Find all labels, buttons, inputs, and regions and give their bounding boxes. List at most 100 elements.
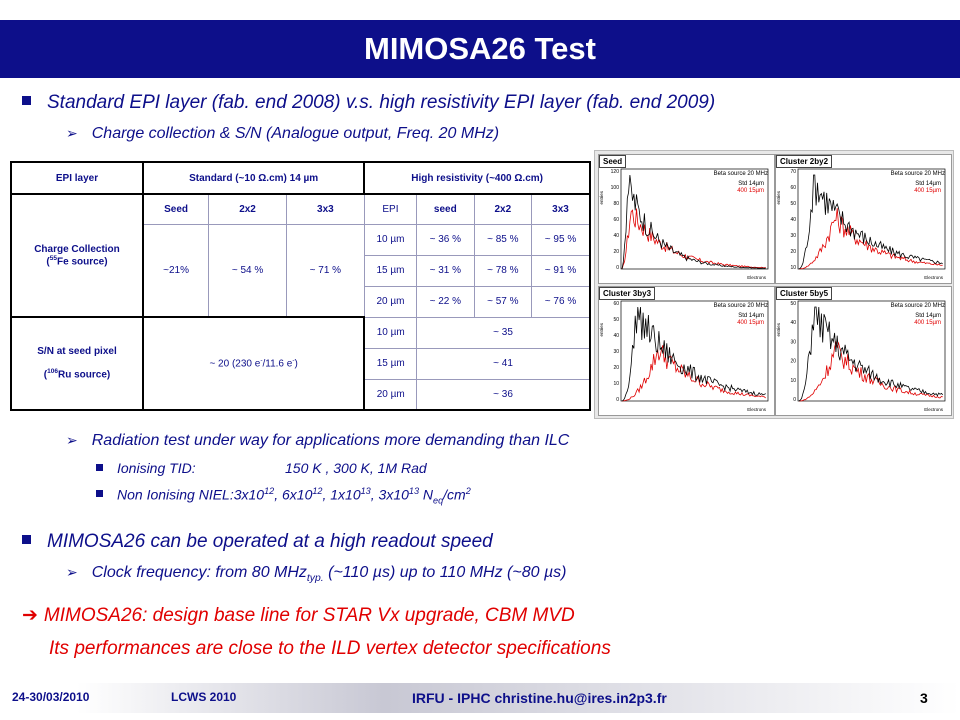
high-col-2x2: 2x2 [473,193,533,225]
niel-line: Non Ionising NIEL:3x1012, 6x1012, 1x1013… [96,486,471,505]
header-high-resistivity: High resistivity (~400 Ω.cm) [363,161,591,195]
y-tick-label: 20 [613,249,619,255]
plot-frame [620,168,769,270]
table-cell: 15 µm [363,254,418,287]
histogram-plots: 120 100 80 60 40 20 0 entries Electrons Seed Beta … [594,150,954,419]
footer-date: 24-30/03/2010 [12,690,90,704]
high-col-seed: seed [416,193,475,225]
std-val-3x3: ~ 71 % [285,223,365,318]
panel-title: Cluster 2by2 [776,155,833,168]
legend-std: Std 14µm [738,181,764,187]
epi-comparison-table: EPI layer Standard (~10 Ω.cm) 14 µm High… [10,161,591,411]
slide-title: MIMOSA26 Test [364,31,596,66]
plot-frame [620,300,769,402]
histogram-curve [621,208,766,270]
y-tick-label: 30 [790,233,796,239]
x-axis-label: Electrons [924,275,944,280]
panel-subtitle: Beta source 20 MHz [890,171,945,177]
x-axis-label: Electrons [924,407,944,412]
y-tick-label: 0 [616,265,619,271]
histogram-svg: 70 60 50 40 30 20 10 entries Electrons [776,168,946,280]
histogram-svg: 120 100 80 60 40 20 0 entries Electrons [599,168,769,280]
sn-standard-value: ~ 20 (230 e-/11.6 e-) [141,316,366,411]
legend-high: 400 15µm [914,188,941,194]
y-axis-label: entries [599,190,604,204]
footer-author: IRFU - IPHC christine.hu@ires.in2p3.fr [412,690,667,706]
panel-title: Cluster 3by3 [599,287,656,300]
table-cell: 20 µm [363,378,418,411]
y-tick-label: 50 [613,317,619,323]
arrow-bullet-icon: ➢ [66,432,78,448]
sub-bullet-charge-collection: ➢ Charge collection & S/N (Analogue outpu… [66,125,500,142]
table-cell: ~ 95 % [531,223,591,256]
table-cell: ~ 91 % [531,254,591,287]
y-tick-label: 80 [613,201,619,207]
histogram-curve [621,345,766,402]
y-tick-label: 50 [790,201,796,207]
table-cell: 10 µm [363,316,418,349]
histogram-panel: 60 50 40 30 20 10 0 entries Electrons Cluster 3by… [598,286,775,416]
high-col-epi: EPI [363,193,418,225]
histogram-curve [798,208,943,270]
table-cell: ~ 35 [416,316,591,349]
table-cell: ~ 76 % [531,285,591,318]
conclusion-line-1: ➔ MIMOSA26: design base line for STAR Vx … [22,605,575,626]
footer-event: LCWS 2010 [171,690,237,704]
y-tick-label: 60 [613,301,619,307]
square-bullet-icon [96,490,103,498]
tid-line: Ionising TID: 150 K , 300 K, 1M Rad [96,460,427,476]
table-cell: 20 µm [363,285,418,318]
sn-label: S/N at seed pixel (106Ru source) [10,316,144,411]
histogram-curve [798,306,943,402]
header-epi-layer: EPI layer [10,161,144,195]
table-cell: 10 µm [363,223,418,256]
plot-frame [797,168,946,270]
std-col-3x3: 3x3 [285,193,365,225]
std-val-2x2: ~ 54 % [208,223,287,318]
y-tick-label: 0 [616,397,619,403]
y-tick-label: 40 [790,217,796,223]
y-tick-label: 10 [613,381,619,387]
conclusion-line-2: Its performances are close to the ILD ve… [49,638,611,659]
title-bar: MIMOSA26 Test [0,20,960,78]
y-tick-label: 30 [613,349,619,355]
x-axis-label: Electrons [747,407,767,412]
panel-title: Cluster 5by5 [776,287,833,300]
legend-std: Std 14µm [915,313,941,319]
table-cell: ~ 31 % [416,254,475,287]
table-cell: ~ 78 % [473,254,533,287]
legend-high: 400 15µm [737,320,764,326]
histogram-panel: 120 100 80 60 40 20 0 entries Electrons Seed Beta … [598,154,775,284]
table-cell: ~ 57 % [473,285,533,318]
histogram-curve [798,174,943,270]
histogram-panel: 70 60 50 40 30 20 10 entries Electrons Cluster 2b… [775,154,952,284]
high-col-3x3: 3x3 [531,193,591,225]
histogram-panel: 50 40 30 20 10 0 entries Electrons Cluster 5by5 B… [775,286,952,416]
x-axis-label: Electrons [747,275,767,280]
arrow-bullet-icon: ➢ [66,125,78,141]
sub-bullet-radiation: ➢ Radiation test under way for applicatio… [66,432,570,449]
y-tick-label: 100 [611,185,620,191]
table-cell: ~ 41 [416,347,591,380]
y-tick-label: 40 [613,333,619,339]
bullet-readout-speed: MIMOSA26 can be operated at a high reado… [22,531,493,553]
double-arrow-icon: ➔ [22,605,38,626]
std-val-seed: ~21% [142,223,210,318]
y-tick-label: 60 [790,185,796,191]
table-cell: ~ 85 % [473,223,533,256]
std-col-2x2: 2x2 [208,193,287,225]
y-tick-label: 10 [790,265,796,271]
y-tick-label: 40 [613,233,619,239]
legend-high: 400 15µm [737,188,764,194]
sub-bullet-clock: ➢ Clock frequency: from 80 MHztyp. (~110 … [66,564,567,585]
footer-bar [0,683,960,713]
y-tick-label: 40 [790,320,796,326]
histogram-svg: 50 40 30 20 10 0 entries Electrons [776,300,946,412]
y-axis-label: entries [776,190,781,204]
table-cell: ~ 22 % [416,285,475,318]
y-tick-label: 50 [790,301,796,307]
legend-std: Std 14µm [738,313,764,319]
y-tick-label: 120 [611,169,620,175]
arrow-bullet-icon: ➢ [66,564,78,580]
panel-subtitle: Beta source 20 MHz [713,303,768,309]
